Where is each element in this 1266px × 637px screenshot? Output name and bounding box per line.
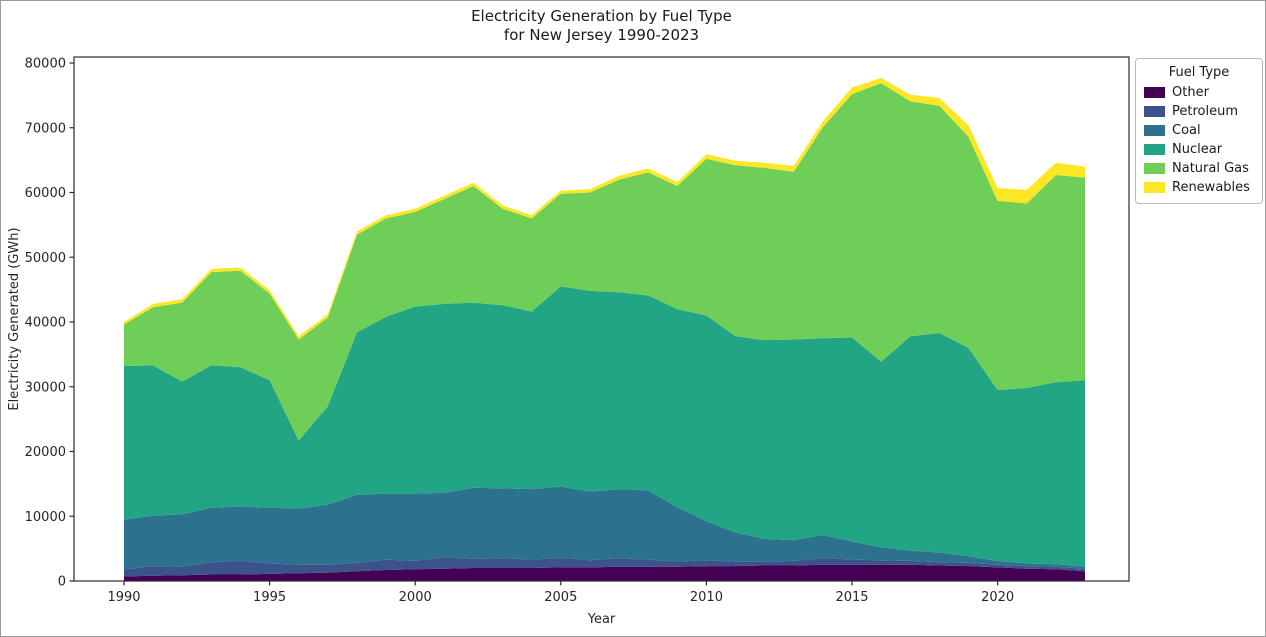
legend-item-label: Other bbox=[1172, 85, 1209, 100]
y-tick-label: 40000 bbox=[25, 316, 66, 331]
legend-swatch-icon bbox=[1144, 182, 1165, 193]
y-tick-label: 20000 bbox=[25, 445, 66, 460]
legend-swatch-icon bbox=[1144, 87, 1165, 98]
x-tick-label: 2015 bbox=[835, 590, 868, 605]
legend-item: Petroleum bbox=[1144, 102, 1254, 121]
y-tick-label: 80000 bbox=[25, 57, 66, 72]
x-tick-label: 2020 bbox=[981, 590, 1014, 605]
legend-title: Fuel Type bbox=[1168, 65, 1230, 80]
area-series-coal bbox=[124, 486, 1085, 570]
legend-item-label: Natural Gas bbox=[1172, 161, 1249, 176]
area-series-other bbox=[124, 564, 1085, 581]
legend-swatch-icon bbox=[1144, 125, 1165, 136]
legend-item-label: Renewables bbox=[1172, 180, 1250, 195]
area-series-natural-gas bbox=[124, 83, 1085, 441]
x-tick-label: 1990 bbox=[107, 590, 140, 605]
chart-title: Electricity Generation by Fuel Type for … bbox=[74, 7, 1129, 45]
legend-items: Other Petroleum Coal Nuclear Natural Gas Rene… bbox=[1144, 83, 1254, 197]
area-series-petroleum bbox=[124, 557, 1085, 577]
legend-item-label: Coal bbox=[1172, 123, 1201, 138]
y-tick-label: 10000 bbox=[25, 510, 66, 525]
legend: Fuel Type Other Petroleum Coal Nuclear Natur… bbox=[1135, 58, 1263, 204]
legend-item: Nuclear bbox=[1144, 140, 1254, 159]
y-tick-label: 70000 bbox=[25, 121, 66, 136]
area-series-nuclear bbox=[124, 286, 1085, 567]
legend-item-label: Nuclear bbox=[1172, 142, 1223, 157]
legend-item: Natural Gas bbox=[1144, 159, 1254, 178]
y-tick-label: 0 bbox=[58, 575, 66, 590]
y-tick-label: 60000 bbox=[25, 186, 66, 201]
x-axis-label: Year bbox=[587, 612, 616, 627]
legend-item: Coal bbox=[1144, 121, 1254, 140]
chart-title-line1: Electricity Generation by Fuel Type bbox=[471, 7, 732, 25]
legend-swatch-icon bbox=[1144, 144, 1165, 155]
legend-item-label: Petroleum bbox=[1172, 104, 1238, 119]
legend-swatch-icon bbox=[1144, 163, 1165, 174]
x-tick-label: 2010 bbox=[690, 590, 723, 605]
chart-title-line2: for New Jersey 1990-2023 bbox=[503, 26, 700, 44]
x-tick-label: 1995 bbox=[253, 590, 286, 605]
x-tick-label: 2000 bbox=[399, 590, 432, 605]
legend-item: Other bbox=[1144, 83, 1254, 102]
y-axis-label: Electricity Generated (GWh) bbox=[7, 227, 22, 410]
legend-swatch-icon bbox=[1144, 106, 1165, 117]
y-tick-label: 50000 bbox=[25, 251, 66, 266]
x-tick-label: 2005 bbox=[544, 590, 577, 605]
legend-item: Renewables bbox=[1144, 178, 1254, 197]
y-tick-label: 30000 bbox=[25, 380, 66, 395]
axes-box bbox=[73, 56, 1130, 582]
